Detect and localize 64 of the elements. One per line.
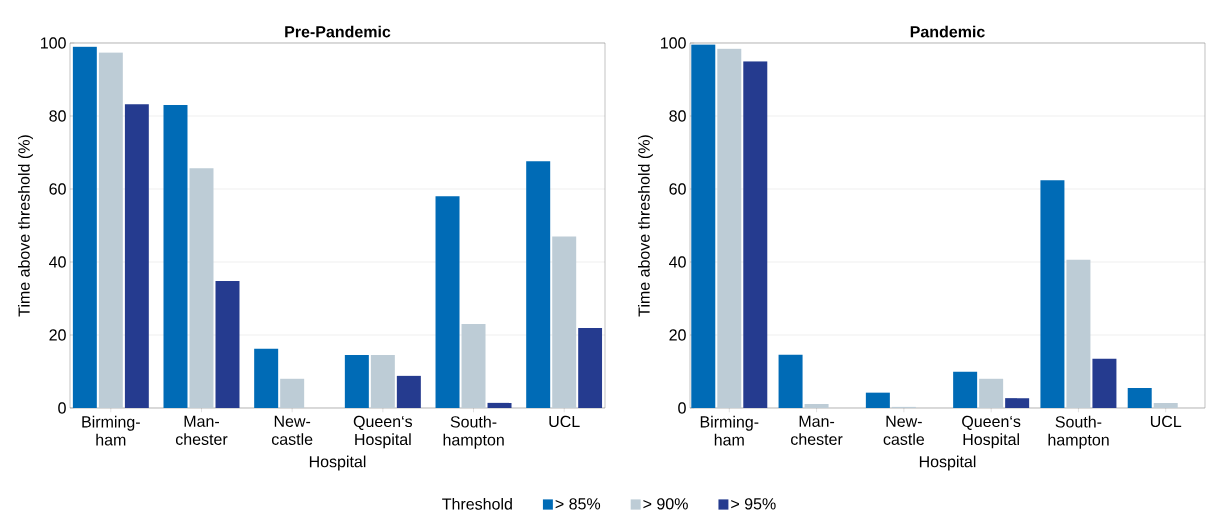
bar: [1005, 398, 1030, 408]
bar: [552, 236, 577, 408]
bar: [1066, 259, 1091, 408]
y-tick-label: 40: [49, 256, 66, 268]
y-tick-label: 20: [49, 329, 66, 341]
x-tick-label: Queen‘s Hospital: [353, 415, 413, 449]
bar: [778, 354, 803, 408]
legend-title: Threshold: [442, 497, 512, 510]
x-tick-label: UCL: [549, 415, 580, 428]
legend-label: > 95%: [731, 498, 776, 510]
bar: [344, 355, 369, 408]
bar: [370, 355, 395, 408]
bar: [280, 378, 305, 408]
x-axis-title: Hospital: [919, 455, 976, 471]
y-tick-label: 40: [669, 256, 686, 268]
y-tick-label: 100: [661, 37, 686, 49]
y-tick-label: 0: [58, 402, 66, 414]
y-tick-label: 0: [678, 402, 686, 414]
x-tick-label: New-castle: [883, 415, 925, 445]
y-axis-title: Time above threshold (%): [18, 135, 33, 317]
bar: [953, 371, 978, 408]
x-tick-label: Man-chester: [791, 415, 843, 445]
legend-label: > 85%: [555, 498, 601, 510]
bar: [461, 324, 486, 408]
bar: [578, 328, 603, 408]
bar: [743, 61, 768, 408]
bar: [1153, 402, 1178, 408]
bar: [804, 403, 829, 408]
x-axis-title: Hospital: [309, 455, 366, 471]
x-tick-label: Man-chester: [175, 415, 228, 445]
y-tick-label: 80: [49, 110, 66, 122]
x-tick-label: New-castle: [271, 415, 313, 445]
x-tick-label: Birming-ham: [82, 415, 140, 446]
bar: [717, 48, 742, 408]
x-tick-label: South-hampton: [1048, 415, 1109, 449]
x-tick-label: Queen‘s Hospital: [962, 415, 1021, 449]
bar: [98, 52, 123, 408]
bar: [1040, 180, 1065, 408]
bar: [163, 105, 188, 408]
bar: [526, 161, 551, 408]
x-tick-label: South-hampton: [443, 415, 504, 449]
bar: [189, 168, 214, 408]
bar: [865, 392, 890, 408]
bar: [979, 378, 1004, 408]
bar: [215, 280, 240, 408]
bar: [396, 375, 421, 408]
y-tick-label: 80: [669, 110, 686, 122]
bar: [487, 402, 512, 408]
bar: [435, 196, 460, 408]
x-tick-label: Birming-ham: [700, 415, 759, 446]
y-tick-label: 20: [669, 329, 686, 341]
y-tick-label: 60: [669, 183, 686, 195]
legend-label: > 90%: [643, 498, 688, 510]
bar: [1092, 358, 1117, 408]
y-axis-title: Time above threshold (%): [638, 135, 653, 317]
bar: [1127, 387, 1152, 408]
bar: [124, 104, 149, 408]
bar: [254, 348, 279, 408]
bar: [72, 46, 97, 408]
x-tick-label: UCL: [1150, 415, 1182, 428]
y-tick-label: 100: [41, 37, 66, 49]
y-tick-label: 60: [49, 183, 66, 195]
chart-title: Pre-Pandemic: [285, 25, 391, 38]
chart-title: Pandemic: [910, 25, 985, 38]
